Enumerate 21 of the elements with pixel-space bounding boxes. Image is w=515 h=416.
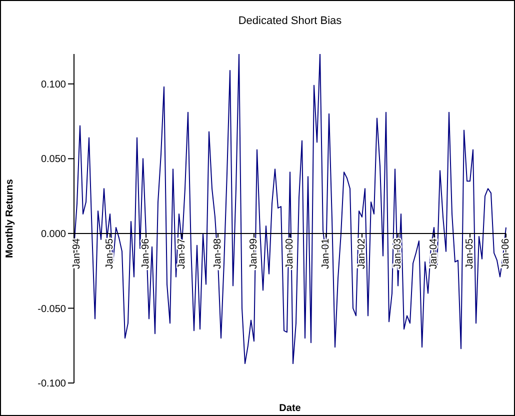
x-tick-label: Jan-94 [72, 238, 82, 270]
y-tick-label: -0.100 [38, 378, 66, 390]
chart-title: Dedicated Short Bias [237, 15, 343, 27]
x-tick-label: Jan-98 [212, 238, 224, 270]
x-tick-label: Jan-04 [428, 238, 440, 270]
x-tick-label: Jan-96 [140, 238, 152, 270]
x-tick-label: Jan-99 [248, 238, 260, 270]
x-tick-label: Jan-05 [464, 238, 476, 270]
x-axis-title: Date [279, 403, 302, 414]
y-tick-label: -0.050 [38, 304, 66, 315]
x-tick-label: Jan-95 [104, 238, 116, 270]
x-tick-label: Jan-97 [176, 238, 188, 270]
y-tick-label: 0.100 [40, 79, 66, 90]
x-tick-label: Jan-03 [392, 238, 404, 270]
y-tick-label: 0.000 [40, 229, 66, 240]
x-tick-label: Jan-01 [320, 238, 332, 270]
x-tick-label: Jan-00 [284, 238, 296, 270]
y-tick-label: 0.050 [40, 154, 66, 166]
x-tick-label: Jan-06 [500, 238, 512, 270]
x-tick-label: Jan-02 [356, 238, 368, 270]
y-axis-title: Monthly Returns [4, 178, 16, 258]
